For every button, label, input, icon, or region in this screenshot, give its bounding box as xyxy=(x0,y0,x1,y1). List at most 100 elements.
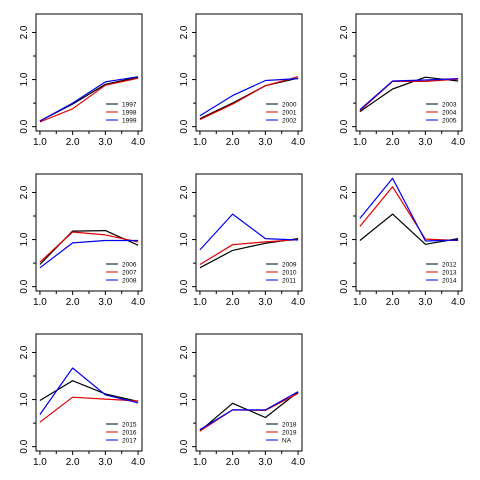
y-tick-label: 1.0 xyxy=(179,232,190,246)
x-tick-label: 4.0 xyxy=(451,297,465,308)
series-line-2006 xyxy=(39,230,139,265)
x-tick-label: 3.0 xyxy=(418,137,432,148)
y-tick-label: 1.0 xyxy=(19,232,30,246)
y-tick-label: 2.0 xyxy=(179,345,190,359)
legend-label: 1998 xyxy=(122,109,137,116)
y-tick-label: 1.0 xyxy=(179,72,190,86)
legend-label: 2011 xyxy=(282,277,296,284)
legend-label: 2006 xyxy=(122,261,137,268)
series-line-2014 xyxy=(359,177,459,242)
y-tick-label: 0.0 xyxy=(339,279,350,293)
x-tick-label: 1.0 xyxy=(193,297,207,308)
y-tick-label: 1.0 xyxy=(19,392,30,406)
legend-label: 2013 xyxy=(442,269,457,276)
x-tick-label: 1.0 xyxy=(33,457,47,468)
x-tick-label: 2.0 xyxy=(66,457,80,468)
legend-label: 2018 xyxy=(282,421,297,428)
series-line-2017 xyxy=(39,367,139,415)
legend-label: 2001 xyxy=(282,109,297,116)
legend-label: 2004 xyxy=(442,109,457,116)
y-tick-label: 0.0 xyxy=(339,119,350,133)
x-tick-label: 4.0 xyxy=(451,137,465,148)
x-tick-label: 1.0 xyxy=(353,297,367,308)
series-line-2011 xyxy=(199,213,299,251)
series-line-2016 xyxy=(39,396,139,423)
y-tick-label: 1.0 xyxy=(179,392,190,406)
x-tick-label: 4.0 xyxy=(131,137,145,148)
legend-label: 2015 xyxy=(122,421,137,428)
x-tick-label: 4.0 xyxy=(131,297,145,308)
x-tick-label: 3.0 xyxy=(98,457,112,468)
x-tick-label: 1.0 xyxy=(33,297,47,308)
y-tick-label: 1.0 xyxy=(339,232,350,246)
series-line-NA xyxy=(199,391,299,431)
legend-label: 2014 xyxy=(442,277,457,284)
x-tick-label: 3.0 xyxy=(418,297,432,308)
legend-label: 1997 xyxy=(122,101,137,108)
series-line-2007 xyxy=(39,231,139,263)
x-tick-label: 1.0 xyxy=(193,457,207,468)
series-line-2012 xyxy=(359,213,459,245)
y-tick-label: 1.0 xyxy=(339,72,350,86)
y-tick-label: 0.0 xyxy=(19,119,30,133)
y-tick-label: 0.0 xyxy=(19,279,30,293)
y-tick-label: 0.0 xyxy=(179,279,190,293)
series-line-2002 xyxy=(199,78,299,117)
legend-label: 2009 xyxy=(282,261,297,268)
legend-label: 2012 xyxy=(442,261,457,268)
x-tick-label: 2.0 xyxy=(386,137,400,148)
x-tick-label: 2.0 xyxy=(66,137,80,148)
series-line-2005 xyxy=(359,78,459,111)
y-tick-label: 0.0 xyxy=(179,119,190,133)
x-tick-label: 4.0 xyxy=(291,137,305,148)
series-line-2010 xyxy=(199,239,299,266)
legend-label: 2010 xyxy=(282,269,297,276)
x-tick-label: 2.0 xyxy=(66,297,80,308)
x-tick-label: 2.0 xyxy=(226,457,240,468)
series-line-2008 xyxy=(39,239,139,269)
series-line-2013 xyxy=(359,186,459,242)
x-tick-label: 2.0 xyxy=(226,297,240,308)
legend-label: 2019 xyxy=(282,429,297,436)
x-tick-label: 3.0 xyxy=(258,137,272,148)
x-tick-label: 2.0 xyxy=(386,297,400,308)
y-tick-label: 2.0 xyxy=(339,185,350,199)
x-tick-label: 3.0 xyxy=(258,297,272,308)
y-tick-label: 2.0 xyxy=(339,25,350,39)
y-tick-label: 2.0 xyxy=(19,185,30,199)
x-tick-label: 4.0 xyxy=(291,457,305,468)
legend-label: NA xyxy=(282,437,292,444)
legend-label: 2002 xyxy=(282,117,297,124)
x-tick-label: 4.0 xyxy=(291,297,305,308)
y-tick-label: 2.0 xyxy=(179,25,190,39)
series-line-1998 xyxy=(39,77,139,123)
y-tick-label: 1.0 xyxy=(19,72,30,86)
legend-label: 2007 xyxy=(122,269,137,276)
legend-label: 2008 xyxy=(122,277,137,284)
series-line-1999 xyxy=(39,76,139,122)
legend-label: 2003 xyxy=(442,101,457,108)
legend-label: 2000 xyxy=(282,101,297,108)
x-tick-label: 3.0 xyxy=(98,297,112,308)
series-line-2001 xyxy=(199,76,299,121)
legend-label: 1999 xyxy=(122,117,137,124)
x-tick-label: 2.0 xyxy=(226,137,240,148)
y-tick-label: 0.0 xyxy=(19,439,30,453)
y-tick-label: 2.0 xyxy=(179,185,190,199)
x-tick-label: 4.0 xyxy=(131,457,145,468)
legend-label: 2017 xyxy=(122,437,137,444)
x-tick-label: 1.0 xyxy=(353,137,367,148)
legend-label: 2016 xyxy=(122,429,137,436)
legend-label: 2005 xyxy=(442,117,457,124)
y-tick-label: 2.0 xyxy=(19,25,30,39)
x-tick-label: 3.0 xyxy=(98,137,112,148)
x-tick-label: 1.0 xyxy=(33,137,47,148)
